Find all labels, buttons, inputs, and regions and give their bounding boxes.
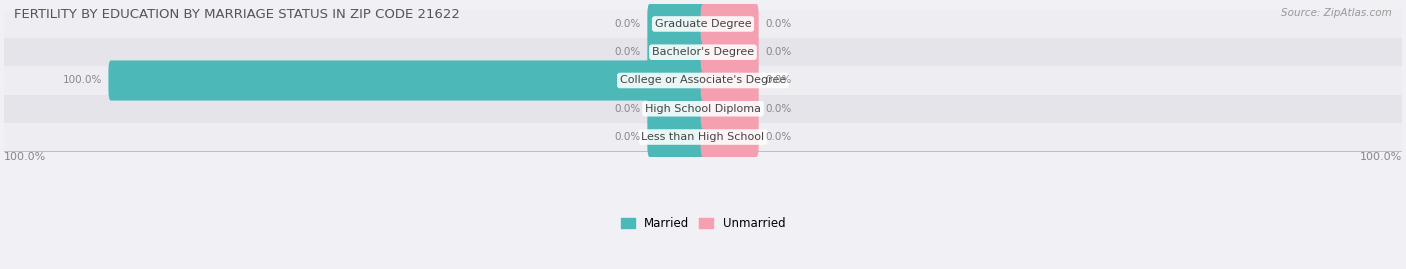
- FancyBboxPatch shape: [700, 89, 759, 129]
- Text: 0.0%: 0.0%: [614, 104, 641, 114]
- Text: Bachelor's Degree: Bachelor's Degree: [652, 47, 754, 57]
- Text: FERTILITY BY EDUCATION BY MARRIAGE STATUS IN ZIP CODE 21622: FERTILITY BY EDUCATION BY MARRIAGE STATU…: [14, 8, 460, 21]
- Text: 0.0%: 0.0%: [614, 19, 641, 29]
- FancyBboxPatch shape: [108, 61, 706, 101]
- Text: College or Associate's Degree: College or Associate's Degree: [620, 76, 786, 86]
- FancyBboxPatch shape: [700, 4, 759, 44]
- Text: 0.0%: 0.0%: [765, 104, 792, 114]
- Text: 0.0%: 0.0%: [614, 47, 641, 57]
- Text: 0.0%: 0.0%: [614, 132, 641, 142]
- Legend: Married, Unmarried: Married, Unmarried: [616, 213, 790, 235]
- Bar: [4, 38, 1402, 66]
- Text: Graduate Degree: Graduate Degree: [655, 19, 751, 29]
- FancyBboxPatch shape: [647, 32, 706, 72]
- Text: 100.0%: 100.0%: [62, 76, 101, 86]
- FancyBboxPatch shape: [647, 89, 706, 129]
- Text: 0.0%: 0.0%: [765, 76, 792, 86]
- FancyBboxPatch shape: [647, 4, 706, 44]
- FancyBboxPatch shape: [700, 61, 759, 101]
- Bar: [4, 123, 1402, 151]
- Text: 100.0%: 100.0%: [1360, 152, 1402, 162]
- FancyBboxPatch shape: [700, 32, 759, 72]
- FancyBboxPatch shape: [647, 117, 706, 157]
- FancyBboxPatch shape: [700, 117, 759, 157]
- Text: 0.0%: 0.0%: [765, 19, 792, 29]
- Bar: [4, 10, 1402, 38]
- Text: Less than High School: Less than High School: [641, 132, 765, 142]
- Bar: [4, 66, 1402, 95]
- Text: High School Diploma: High School Diploma: [645, 104, 761, 114]
- Text: 0.0%: 0.0%: [765, 132, 792, 142]
- Text: Source: ZipAtlas.com: Source: ZipAtlas.com: [1281, 8, 1392, 18]
- Text: 100.0%: 100.0%: [4, 152, 46, 162]
- Text: 0.0%: 0.0%: [765, 47, 792, 57]
- Bar: [4, 95, 1402, 123]
